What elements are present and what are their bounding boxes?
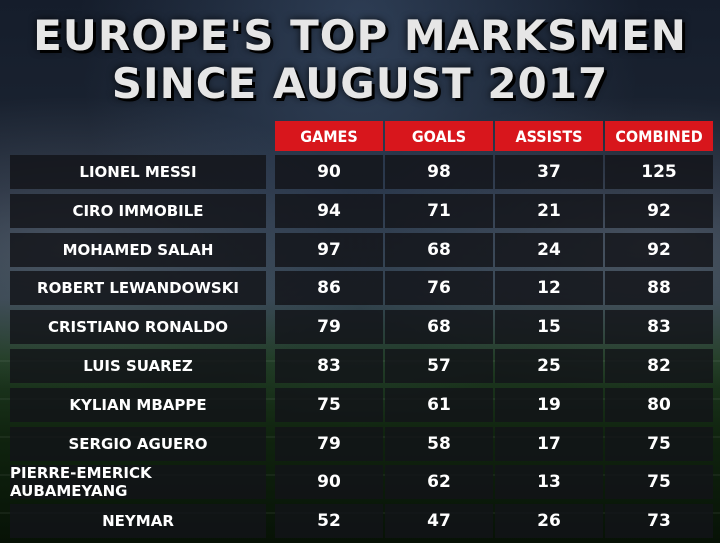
games-value: 94 [275, 193, 383, 228]
player-name: ROBERT LEWANDOWSKI [10, 271, 266, 306]
table-row: ROBERT LEWANDOWSKI 86 76 12 88 [0, 271, 720, 306]
table-row: LUIS SUAREZ 83 57 25 82 [0, 349, 720, 383]
assists-value: 17 [495, 426, 603, 461]
goals-value: 58 [385, 426, 493, 461]
table-row: MOHAMED SALAH 97 68 24 92 [0, 232, 720, 267]
assists-value: 19 [495, 387, 603, 422]
goals-value: 57 [385, 349, 493, 383]
combined-value: 73 [605, 504, 713, 539]
games-value: 86 [275, 271, 383, 306]
combined-value: 125 [605, 155, 713, 189]
table-row: SERGIO AGUERO 79 58 17 75 [0, 426, 720, 461]
header-assists: ASSISTS [495, 121, 603, 151]
assists-value: 25 [495, 349, 603, 383]
header-games: GAMES [275, 121, 383, 151]
assists-value: 12 [495, 271, 603, 306]
assists-value: 24 [495, 232, 603, 267]
games-value: 75 [275, 387, 383, 422]
combined-value: 83 [605, 310, 713, 345]
player-name: MOHAMED SALAH [10, 232, 266, 267]
games-value: 97 [275, 232, 383, 267]
goals-value: 71 [385, 193, 493, 228]
combined-value: 92 [605, 193, 713, 228]
combined-value: 82 [605, 349, 713, 383]
games-value: 83 [275, 349, 383, 383]
games-value: 90 [275, 155, 383, 189]
player-name: CIRO IMMOBILE [10, 193, 266, 228]
goals-value: 76 [385, 271, 493, 306]
header-combined: COMBINED [605, 121, 713, 151]
table-row: LIONEL MESSI 90 98 37 125 [0, 155, 720, 189]
games-value: 90 [275, 465, 383, 500]
assists-value: 13 [495, 465, 603, 500]
table-row: CIRO IMMOBILE 94 71 21 92 [0, 193, 720, 228]
player-name: LUIS SUAREZ [10, 349, 266, 383]
player-name: SERGIO AGUERO [10, 426, 266, 461]
assists-value: 26 [495, 504, 603, 539]
goals-value: 62 [385, 465, 493, 500]
player-name: NEYMAR [10, 504, 266, 539]
games-value: 79 [275, 310, 383, 345]
title-line-2: SINCE AUGUST 2017 [111, 59, 609, 108]
goals-value: 47 [385, 504, 493, 539]
games-value: 79 [275, 426, 383, 461]
combined-value: 88 [605, 271, 713, 306]
title-line-1: EUROPE'S TOP MARKSMEN [33, 11, 687, 60]
table-row: CRISTIANO RONALDO 79 68 15 83 [0, 310, 720, 345]
player-name: PIERRE-EMERICK AUBAMEYANG [10, 464, 266, 500]
header-goals: GOALS [385, 121, 493, 151]
combined-value: 75 [605, 426, 713, 461]
player-name: LIONEL MESSI [10, 155, 266, 189]
goals-value: 98 [385, 155, 493, 189]
table-row: NEYMAR 52 47 26 73 [0, 504, 720, 539]
goals-value: 68 [385, 310, 493, 345]
goals-value: 61 [385, 387, 493, 422]
combined-value: 92 [605, 232, 713, 267]
games-value: 52 [275, 504, 383, 539]
table-row: PIERRE-EMERICK AUBAMEYANG 90 62 13 75 [0, 464, 720, 500]
assists-value: 21 [495, 193, 603, 228]
player-name: KYLIAN MBAPPE [10, 387, 266, 422]
table-row: KYLIAN MBAPPE 75 61 19 80 [0, 387, 720, 422]
assists-value: 15 [495, 310, 603, 345]
goals-value: 68 [385, 232, 493, 267]
assists-value: 37 [495, 155, 603, 189]
combined-value: 80 [605, 387, 713, 422]
combined-value: 75 [605, 465, 713, 500]
player-name: CRISTIANO RONALDO [10, 310, 266, 345]
